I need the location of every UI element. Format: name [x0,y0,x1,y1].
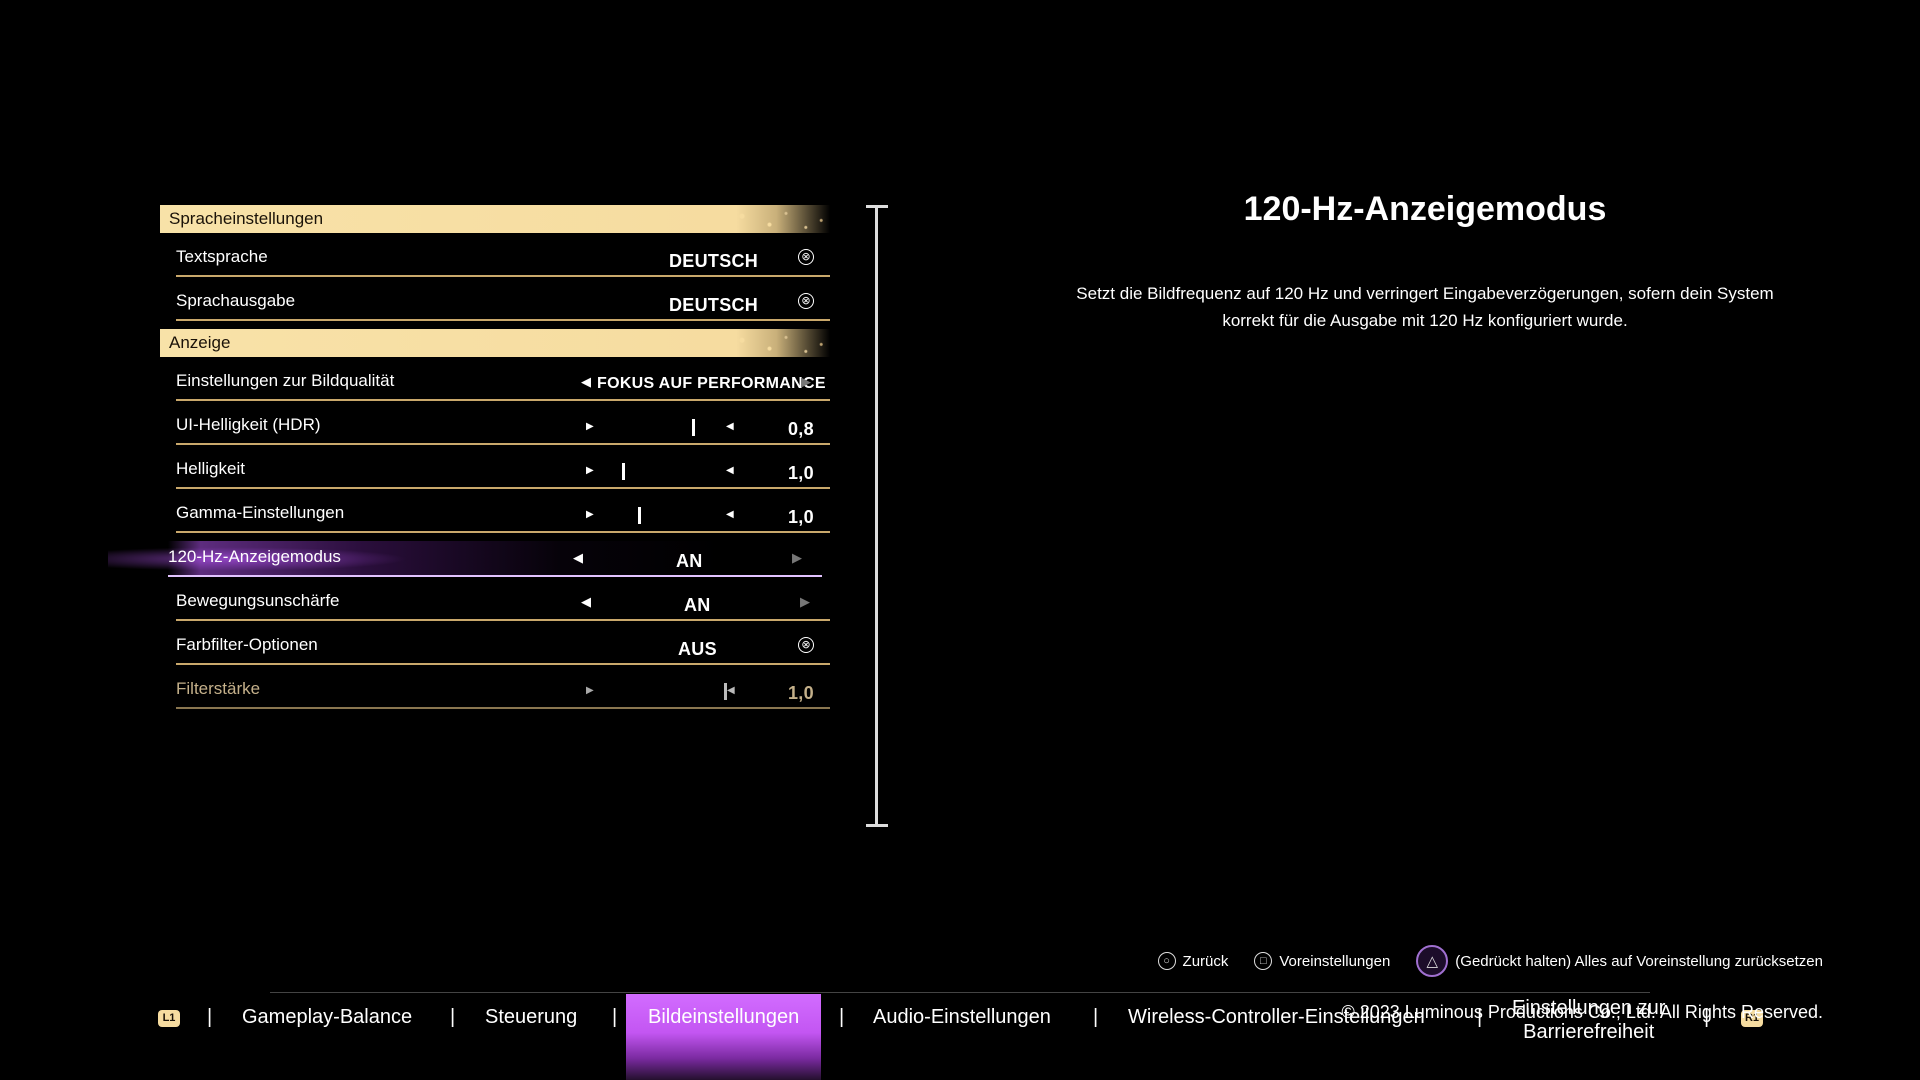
r1-bumper-icon[interactable]: R1 [1741,1010,1763,1027]
setting-row-farbfilter[interactable]: Farbfilter-Optionen AUS ⊗ [176,629,830,665]
setting-label: Filterstärke [176,679,261,698]
tab-separator: | [450,1006,456,1028]
back-hint[interactable]: ○ Zurück [1157,952,1229,970]
settings-list: Spracheinstellungen Textsprache DEUTSCH … [108,205,830,717]
section-header-label: Anzeige [169,333,231,352]
hint-label: Zurück [1182,952,1229,970]
setting-value: 1,0 [788,463,814,483]
arrow-right-icon[interactable]: ▶ [586,421,594,432]
setting-row-gamma[interactable]: Gamma-Einstellungen ▶ ◀ 1,0 [176,497,830,533]
setting-row-textsprache[interactable]: Textsprache DEUTSCH ⊗ [176,241,830,277]
hint-label: Voreinstellungen [1279,952,1391,970]
arrow-left-icon[interactable]: ◀ [726,509,734,520]
tab-separator: | [1093,1006,1099,1028]
cross-button-icon[interactable]: ⊗ [798,637,814,653]
arrow-left-icon[interactable]: ◀ [726,421,734,432]
setting-row-helligkeit[interactable]: Helligkeit ▶ ◀ 1,0 [176,453,830,489]
setting-value: 0,8 [788,419,814,439]
arrow-left-icon[interactable]: ◀ [573,550,583,565]
defaults-hint[interactable]: □ Voreinstellungen [1254,952,1390,970]
tab-separator: | [1704,1006,1710,1028]
paint-spray-decoration [720,205,830,233]
arrow-right-icon[interactable]: ▶ [792,550,802,565]
setting-label: Textsprache [176,247,268,266]
description-title: 120-Hz-Anzeigemodus [1243,190,1607,228]
slider-handle[interactable] [692,419,695,436]
arrow-right-icon[interactable]: ▶ [586,465,594,476]
slider-handle[interactable] [622,463,625,480]
cross-button-icon[interactable]: ⊗ [798,249,814,265]
setting-value: AN [676,551,703,571]
setting-label: 120-Hz-Anzeigemodus [168,547,341,566]
scrollbar-track [875,205,878,827]
arrow-right-icon[interactable]: ▶ [586,509,594,520]
reset-all-hint[interactable]: △ (Gedrückt halten) Alles auf Voreinstel… [1416,945,1823,977]
square-button-icon: □ [1254,952,1273,970]
setting-value: DEUTSCH [669,251,759,271]
l1-bumper-icon[interactable]: L1 [158,1010,180,1027]
tab-gameplay-balance[interactable]: Gameplay-Balance [242,1006,413,1028]
slider-handle[interactable] [638,507,641,524]
setting-row-bewegungsunschaerfe[interactable]: Bewegungsunschärfe ◀ AN ▶ [176,585,830,621]
setting-label: Einstellungen zur Bildqualität [176,371,395,390]
arrow-left-icon[interactable]: ◀ [581,374,591,389]
button-hints: ○ Zurück □ Voreinstellungen △ (Gedrückt … [1157,945,1823,977]
setting-label: Farbfilter-Optionen [176,635,318,654]
setting-value: 1,0 [788,507,814,527]
tab-audio-einstellungen[interactable]: Audio-Einstellungen [873,1006,1051,1028]
cross-button-icon[interactable]: ⊗ [798,293,814,309]
setting-label: Bewegungsunschärfe [176,591,340,610]
tab-steuerung[interactable]: Steuerung [485,1006,578,1028]
setting-value: AUS [678,639,717,659]
tab-barrierefreiheit[interactable]: Einstellungen zur Barrierefreiheit [1512,996,1665,1044]
setting-label: Gamma-Einstellungen [176,503,345,522]
arrow-right-icon[interactable]: ▶ [586,685,594,696]
setting-value: DEUTSCH [669,295,759,315]
setting-label: Sprachausgabe [176,291,296,310]
tab-bar: L1 | Gameplay-Balance | Steuerung | Bild… [0,994,1920,1080]
arrow-left-icon[interactable]: ◀ [581,594,591,609]
setting-value: FOKUS AUF PERFORMANCE [597,375,826,392]
setting-value: 1,0 [788,683,814,703]
description-text: Setzt die Bildfrequenz auf 120 Hz und ve… [1076,284,1774,330]
setting-row-ui-helligkeit[interactable]: UI-Helligkeit (HDR) ▶ ◀ 0,8 [176,409,830,445]
setting-label: UI-Helligkeit (HDR) [176,415,321,434]
hint-label: (Gedrückt halten) Alles auf Voreinstellu… [1455,952,1823,970]
tab-bildeinstellungen[interactable]: Bildeinstellungen [626,994,822,1080]
setting-row-120hz-selected[interactable]: 120-Hz-Anzeigemodus ◀ AN ▶ [108,541,822,577]
tab-label-line1: Einstellungen zur [1512,997,1666,1019]
slider-handle[interactable] [724,683,727,700]
tab-wireless-controller[interactable]: Wireless-Controller-Einstellungen [1128,1006,1425,1028]
section-header-label: Spracheinstellungen [169,209,324,228]
arrow-left-icon[interactable]: ◀ [727,685,735,696]
tab-divider [270,992,1650,993]
tab-separator: | [839,1006,845,1028]
arrow-right-icon[interactable]: ▶ [801,374,811,389]
scrollbar-cap-top [866,205,888,208]
arrow-right-icon[interactable]: ▶ [800,594,810,609]
triangle-button-icon: △ [1416,945,1449,977]
setting-value: AN [684,595,711,615]
scrollbar-cap-bottom [866,824,888,827]
setting-row-filterstaerke[interactable]: Filterstärke ▶ ◀ 1,0 [176,673,830,709]
tab-separator: | [207,1006,213,1028]
circle-button-icon: ○ [1157,952,1176,970]
section-header-sprache: Spracheinstellungen [160,205,830,233]
tab-separator: | [612,1006,618,1028]
scrollbar[interactable] [866,205,888,827]
setting-label: Helligkeit [176,459,245,478]
section-header-anzeige: Anzeige [160,329,830,357]
setting-row-bildqualitaet[interactable]: Einstellungen zur Bildqualität ◀ FOKUS A… [176,365,830,401]
copyright-notice: © 2023 Luminous Productions Co., Ltd. Al… [1341,1002,1823,1022]
tab-separator: | [1477,1006,1483,1028]
arrow-left-icon[interactable]: ◀ [726,465,734,476]
paint-spray-decoration [720,329,830,357]
setting-row-sprachausgabe[interactable]: Sprachausgabe DEUTSCH ⊗ [176,285,830,321]
tab-label-line2: Barrierefreiheit [1523,1021,1655,1043]
